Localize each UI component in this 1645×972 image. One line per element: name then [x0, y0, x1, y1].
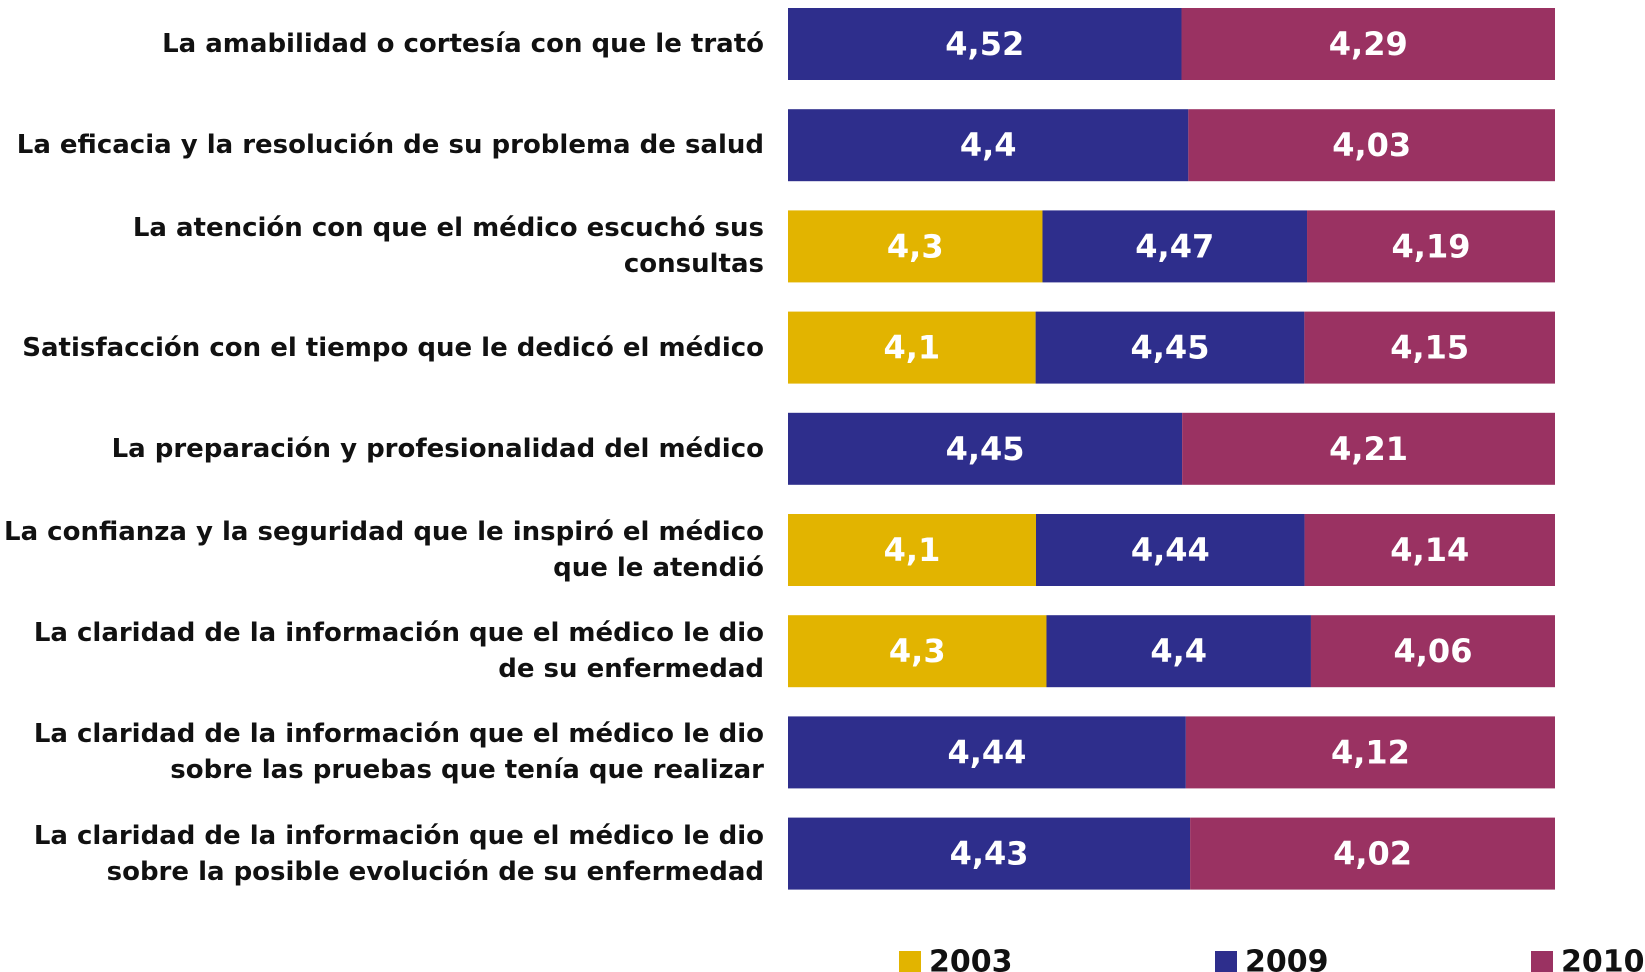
- legend-swatch: [1215, 951, 1237, 972]
- value-label: 4,03: [1332, 126, 1411, 164]
- value-label: 4,21: [1329, 430, 1408, 468]
- legend-label: 2003: [929, 945, 1013, 972]
- bar-segment: [788, 109, 1189, 182]
- bar-segment: [1188, 109, 1555, 182]
- value-label: 4,15: [1390, 329, 1469, 367]
- bar-segment: [1304, 311, 1555, 384]
- category-label: La atención con que el médico escuchó su…: [132, 213, 764, 280]
- category-label: La claridad de la información que el méd…: [33, 820, 764, 887]
- value-label: 4,4: [1150, 632, 1207, 670]
- bar-segment: [1181, 8, 1555, 80]
- category-label: La confianza y la seguridad que le inspi…: [4, 517, 764, 583]
- category-label: La claridad de la información que el méd…: [33, 719, 764, 786]
- value-label: 4,1: [883, 329, 940, 367]
- legend-swatch: [1531, 951, 1553, 972]
- value-label: 4,44: [1131, 531, 1210, 569]
- bar-segment: [1190, 817, 1555, 890]
- value-label: 4,02: [1333, 835, 1412, 873]
- bar-segment: [788, 817, 1191, 890]
- bar-segment: [1304, 514, 1555, 586]
- value-label: 4,3: [887, 227, 944, 265]
- value-label: 4,19: [1392, 227, 1471, 265]
- bar-segment: [1307, 210, 1555, 283]
- legend-swatch: [899, 951, 921, 972]
- category-label: La claridad de la información que el méd…: [33, 618, 764, 685]
- value-label: 4,1: [884, 531, 941, 569]
- value-label: 4,3: [889, 632, 946, 670]
- value-label: 4,44: [947, 733, 1026, 771]
- bar-segment: [788, 514, 1037, 586]
- legend-label: 2009: [1245, 945, 1329, 972]
- bar-segment: [788, 311, 1036, 384]
- category-label: Satisfacción con el tiempo que le dedicó…: [22, 332, 764, 363]
- bar-segment: [788, 716, 1186, 789]
- category-label: La preparación y profesionalidad del méd…: [111, 433, 764, 464]
- value-label: 4,45: [1131, 329, 1210, 367]
- bar-segment: [788, 412, 1183, 485]
- bar-segment: [1185, 716, 1555, 789]
- bar-segment: [788, 8, 1182, 80]
- value-label: 4,47: [1135, 227, 1214, 265]
- value-label: 4,4: [960, 126, 1017, 164]
- bar-segment: [788, 615, 1047, 688]
- value-label: 4,06: [1394, 632, 1473, 670]
- category-label: La eficacia y la resolución de su proble…: [16, 130, 764, 161]
- bar-segment: [1182, 412, 1555, 485]
- bar-segment: [1310, 615, 1555, 688]
- category-label: La amabilidad o cortesía con que le trat…: [162, 29, 764, 59]
- bar-segment: [788, 210, 1043, 283]
- value-label: 4,52: [945, 25, 1024, 63]
- value-label: 4,45: [946, 430, 1025, 468]
- bar-segment: [1046, 615, 1311, 688]
- legend-label: 2010: [1561, 945, 1645, 972]
- value-label: 4,29: [1329, 25, 1408, 63]
- bar-segment: [1036, 514, 1305, 586]
- value-label: 4,43: [950, 835, 1029, 873]
- bar-segment: [1042, 210, 1308, 283]
- bar-segment: [1035, 311, 1305, 384]
- value-label: 4,14: [1390, 531, 1469, 569]
- value-label: 4,12: [1331, 733, 1410, 771]
